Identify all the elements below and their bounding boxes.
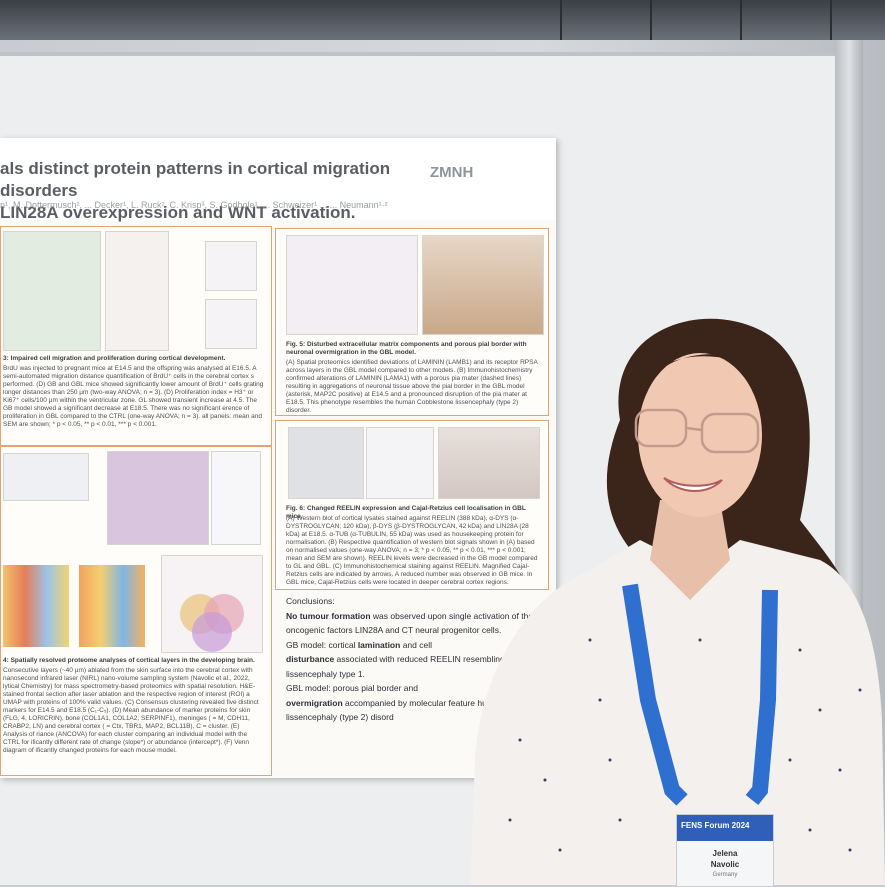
figure-5-caption: Fig. 5: Disturbed extracellular matrix c… xyxy=(286,341,527,356)
figure-4-umap xyxy=(211,451,261,545)
conclusions-section: Conclusions: No tumour formation was obs… xyxy=(286,594,556,725)
badge-header: FENS Forum 2024 xyxy=(677,815,773,841)
figure-5-text: (A) Spatial proteomics identified deviat… xyxy=(286,359,538,413)
neck xyxy=(650,500,730,600)
conclusion-3: GBL model: porous pial border and overmig… xyxy=(286,683,554,722)
figure-3-panel: 3: Impaired cell migration and prolifera… xyxy=(0,226,272,446)
figure-4-caption: 4: Spatially resolved proteome analyses … xyxy=(3,657,255,664)
poster-authors: n¹, M. Dottermusch¹, ... Decker¹, L. Ruc… xyxy=(0,200,388,210)
figure-6-text: (A) Western blot of cortical lysates sta… xyxy=(286,515,538,586)
face xyxy=(638,353,762,517)
heatmap-e14-5 xyxy=(3,565,69,647)
lanyard-right xyxy=(745,589,778,805)
figure-3-caption: 3: Impaired cell migration and prolifera… xyxy=(3,355,226,362)
ceiling-truss xyxy=(740,0,742,40)
badge-event: FENS Forum 2024 xyxy=(681,821,750,830)
figure-4-panel: 4: Spatially resolved proteome analyses … xyxy=(0,446,272,776)
figure-4-scheme xyxy=(3,453,89,501)
figure-3-plot-c xyxy=(205,241,257,291)
conclusions-title: Conclusions: xyxy=(286,596,335,606)
figure-6-panel: Fig. 6: Changed REELIN expression and Ca… xyxy=(275,420,549,590)
name-badge: FENS Forum 2024 Jelena Navolic Germany xyxy=(676,814,774,887)
figure-4-venn-diagram xyxy=(161,555,263,653)
badge-country: Germany xyxy=(712,872,738,878)
conclusion-1: No tumour formation was observed upon si… xyxy=(286,610,534,636)
hall-ceiling xyxy=(0,0,885,40)
figure-6-caption: Fig. 6: Changed REELIN expression and Ca… xyxy=(286,505,526,520)
figure-3-text: BrdU was injected to pregnant mice at E1… xyxy=(3,365,264,428)
ceiling-truss xyxy=(650,0,652,40)
figure-6-quantification xyxy=(366,427,434,499)
figure-4-text: Consecutive layers (~40 µm) ablated from… xyxy=(3,667,259,754)
lanyard-left xyxy=(622,583,688,806)
badge-first-name: Jelena xyxy=(712,849,738,858)
figure-6-ihc xyxy=(438,427,540,499)
glasses-bridge xyxy=(685,426,703,432)
heatmap-e18-5 xyxy=(79,565,145,647)
smile xyxy=(663,477,723,492)
figure-3-image-a xyxy=(3,231,101,351)
figure-6-western-blot xyxy=(288,427,364,499)
figure-3-plot-b xyxy=(105,231,169,351)
poster-title: als distinct protein patterns in cortica… xyxy=(0,159,391,222)
figure-5-profiles xyxy=(286,235,418,335)
figure-3-plot-d xyxy=(205,299,257,349)
institute-logo: ZMNH xyxy=(430,164,474,181)
glasses-right-lens xyxy=(700,412,760,454)
shirt-dots xyxy=(508,638,862,852)
ceiling-truss xyxy=(560,0,562,40)
shirt xyxy=(470,540,885,885)
badge-last-name: Navolic xyxy=(710,860,740,869)
conclusion-2: GB model: cortical lamination and cell di… xyxy=(286,639,534,679)
figure-5-panel: Fig. 5: Disturbed extracellular matrix c… xyxy=(275,228,549,416)
figure-5-ihc xyxy=(422,235,544,335)
scientific-poster: als distinct protein patterns in cortica… xyxy=(0,138,556,778)
figure-4-histology xyxy=(107,451,209,545)
ceiling-truss xyxy=(830,0,832,40)
poster-header: als distinct protein patterns in cortica… xyxy=(0,138,556,222)
